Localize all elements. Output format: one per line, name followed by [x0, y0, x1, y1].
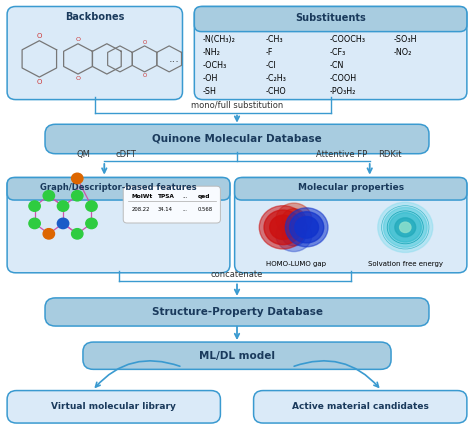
Text: Molecular properties: Molecular properties	[298, 183, 404, 192]
Text: O: O	[143, 39, 146, 45]
Circle shape	[400, 222, 411, 233]
Circle shape	[57, 201, 69, 211]
Circle shape	[276, 219, 312, 252]
Text: 0.568: 0.568	[198, 207, 213, 212]
FancyBboxPatch shape	[235, 178, 467, 200]
Text: mono/full substitution: mono/full substitution	[191, 100, 283, 109]
Circle shape	[282, 224, 306, 246]
Circle shape	[270, 215, 296, 239]
Circle shape	[29, 218, 40, 229]
Circle shape	[290, 212, 324, 243]
Text: Quinone Molecular Database: Quinone Molecular Database	[152, 134, 322, 144]
Text: O: O	[36, 32, 42, 39]
Text: O: O	[75, 76, 81, 81]
Text: Attentive FP: Attentive FP	[316, 150, 367, 159]
Text: -SH: -SH	[202, 87, 216, 96]
Text: -OH: -OH	[202, 74, 218, 83]
Circle shape	[43, 191, 55, 201]
Text: cDFT: cDFT	[115, 150, 136, 159]
Circle shape	[57, 218, 69, 229]
Text: -NO₂: -NO₂	[393, 48, 412, 57]
Text: MolWt: MolWt	[131, 194, 153, 199]
Text: Substituents: Substituents	[295, 13, 366, 23]
Text: 34.14: 34.14	[158, 207, 173, 212]
Text: -C₂H₃: -C₂H₃	[265, 74, 286, 83]
Text: -F: -F	[265, 48, 273, 57]
Text: -CN: -CN	[329, 61, 344, 70]
Text: RDKit: RDKit	[378, 150, 401, 159]
Text: -SO₃H: -SO₃H	[393, 35, 417, 44]
Text: Active material candidates: Active material candidates	[292, 402, 428, 411]
Circle shape	[29, 201, 40, 211]
FancyBboxPatch shape	[45, 298, 429, 326]
Text: Solvation free energy: Solvation free energy	[368, 261, 443, 267]
Text: O: O	[75, 37, 81, 42]
Text: O: O	[143, 73, 146, 78]
Text: -OCH₃: -OCH₃	[202, 61, 227, 70]
FancyBboxPatch shape	[194, 6, 467, 100]
Circle shape	[43, 229, 55, 239]
Circle shape	[276, 203, 312, 236]
FancyBboxPatch shape	[7, 178, 230, 273]
Text: qed: qed	[198, 194, 210, 199]
Text: ML/DL model: ML/DL model	[199, 351, 275, 361]
Circle shape	[72, 229, 83, 239]
Text: -CH₃: -CH₃	[265, 35, 283, 44]
Circle shape	[86, 201, 97, 211]
FancyBboxPatch shape	[235, 178, 467, 273]
Text: Virtual molecular library: Virtual molecular library	[51, 402, 176, 411]
Text: ...: ...	[182, 194, 188, 199]
FancyBboxPatch shape	[254, 391, 467, 423]
Text: -COOH: -COOH	[329, 74, 356, 83]
Text: Structure-Property Database: Structure-Property Database	[152, 307, 322, 317]
FancyBboxPatch shape	[194, 6, 467, 32]
Text: -CF₃: -CF₃	[329, 48, 346, 57]
FancyBboxPatch shape	[7, 6, 182, 100]
Circle shape	[395, 218, 416, 237]
FancyBboxPatch shape	[7, 178, 230, 200]
Circle shape	[282, 209, 306, 230]
Text: ...: ...	[182, 207, 187, 212]
Circle shape	[383, 207, 427, 247]
Circle shape	[389, 213, 421, 242]
Circle shape	[72, 173, 83, 184]
Text: -Cl: -Cl	[265, 61, 276, 70]
Text: -PO₃H₂: -PO₃H₂	[329, 87, 356, 96]
Text: TPSA: TPSA	[158, 194, 175, 199]
Circle shape	[72, 191, 83, 201]
Circle shape	[295, 216, 319, 238]
Text: -CHO: -CHO	[265, 87, 286, 96]
Text: HOMO-LUMO gap: HOMO-LUMO gap	[266, 261, 326, 267]
FancyBboxPatch shape	[83, 342, 391, 369]
FancyBboxPatch shape	[45, 124, 429, 154]
Text: 208.22: 208.22	[131, 207, 150, 212]
Text: -COOCH₃: -COOCH₃	[329, 35, 365, 44]
Text: -NH₂: -NH₂	[202, 48, 220, 57]
Text: ...: ...	[169, 54, 180, 64]
FancyBboxPatch shape	[7, 391, 220, 423]
Text: QM: QM	[76, 150, 90, 159]
Text: Graph/Descriptor-based features: Graph/Descriptor-based features	[40, 183, 197, 192]
Circle shape	[259, 206, 307, 249]
Text: Backbones: Backbones	[65, 12, 125, 22]
Circle shape	[378, 202, 433, 252]
Text: -N(CH₃)₂: -N(CH₃)₂	[202, 35, 235, 44]
Text: concatenate: concatenate	[211, 270, 263, 279]
Circle shape	[86, 218, 97, 229]
FancyBboxPatch shape	[123, 186, 220, 223]
Circle shape	[264, 210, 302, 245]
Circle shape	[285, 208, 328, 247]
Text: O: O	[36, 79, 42, 85]
